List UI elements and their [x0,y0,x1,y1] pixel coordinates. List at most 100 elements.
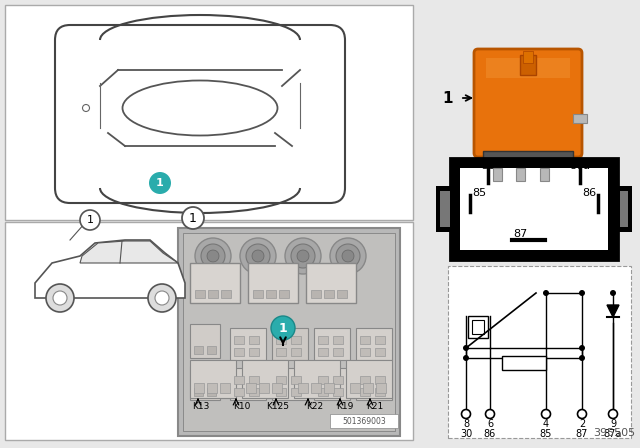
Bar [318,348,328,356]
Bar [318,388,328,396]
Polygon shape [607,305,619,317]
Circle shape [461,409,470,418]
Circle shape [240,238,276,274]
Bar [363,383,373,393]
Circle shape [579,290,585,296]
Bar [249,348,259,356]
Text: K21: K21 [366,401,383,410]
Bar [5,5,413,220]
Bar [337,290,347,298]
Bar [276,388,286,396]
Bar [230,368,266,400]
Bar [221,290,231,298]
Circle shape [577,409,586,418]
Circle shape [201,244,225,268]
Bar [356,368,392,400]
Bar [291,376,301,384]
Bar [5,222,413,440]
Circle shape [297,250,309,262]
Polygon shape [80,241,178,263]
Circle shape [610,290,616,296]
Text: K13: K13 [192,401,209,410]
Circle shape [579,345,585,351]
Bar [493,168,502,181]
Bar [207,383,217,393]
Text: 85: 85 [540,429,552,439]
Bar [272,368,308,400]
Text: 86: 86 [582,188,596,198]
Bar [350,383,360,393]
Circle shape [46,284,74,312]
Circle shape [148,284,176,312]
Text: 30: 30 [481,161,495,171]
Bar [195,290,205,298]
Circle shape [285,238,321,274]
Bar [190,324,220,358]
Text: 501369003: 501369003 [342,417,386,426]
Bar [194,388,203,396]
Text: 87: 87 [513,229,527,239]
Bar [360,348,370,356]
Bar [333,376,343,384]
Bar [360,388,370,396]
Bar [294,360,340,398]
Text: 2: 2 [579,419,585,429]
Text: 86: 86 [484,429,496,439]
Bar [207,346,216,354]
Text: 1: 1 [278,322,287,335]
Bar [436,186,452,232]
Bar [486,58,570,78]
Text: K10: K10 [233,401,250,410]
Bar [314,368,350,400]
Text: 87a: 87a [604,429,622,439]
Polygon shape [35,240,185,298]
Text: 1: 1 [156,178,164,188]
Bar [272,328,308,360]
Bar [190,366,220,400]
Circle shape [195,238,231,274]
Circle shape [246,244,270,268]
Bar [318,336,328,344]
Circle shape [207,250,219,262]
Bar [333,336,343,344]
Circle shape [155,291,169,305]
Bar [573,114,587,123]
Bar [450,158,618,260]
Bar [375,336,385,344]
Bar [242,360,288,398]
Circle shape [271,316,295,340]
Bar [483,58,583,158]
Bar [194,346,203,354]
Bar [178,228,400,436]
Bar [375,388,385,396]
Circle shape [149,172,171,194]
Bar [356,328,392,360]
Bar [520,55,536,75]
Bar [248,263,298,303]
Bar [298,383,308,393]
Bar [346,360,392,398]
Text: 85: 85 [472,188,486,198]
Text: K19: K19 [336,401,353,410]
FancyBboxPatch shape [474,49,582,157]
Bar [318,376,328,384]
Bar [360,376,370,384]
Circle shape [609,409,618,418]
Bar [375,376,385,384]
Bar [208,290,218,298]
Circle shape [252,250,264,262]
Bar [279,290,289,298]
Bar [234,388,244,396]
Bar [375,348,385,356]
Circle shape [342,250,354,262]
Bar [440,191,450,227]
Bar [253,290,263,298]
Text: 9: 9 [610,419,616,429]
Bar [230,328,266,360]
Bar [306,263,356,303]
Circle shape [543,290,549,296]
Circle shape [463,355,469,361]
Text: 1: 1 [86,215,93,225]
Bar [249,388,259,396]
Bar [246,383,256,393]
